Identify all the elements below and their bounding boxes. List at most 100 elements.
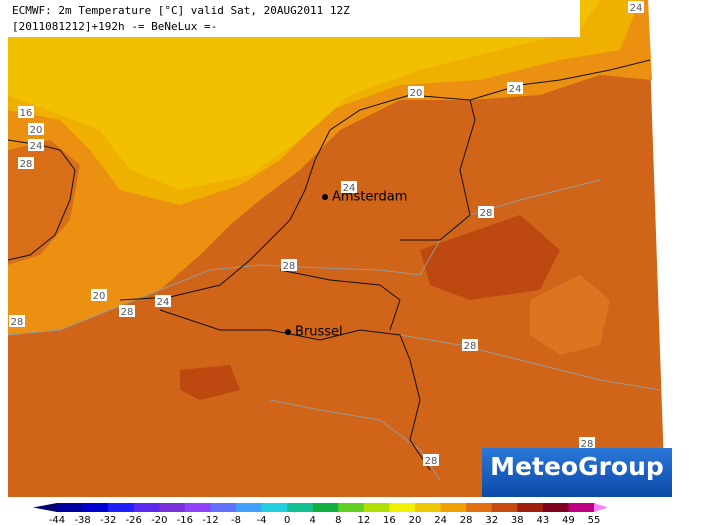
colorbar-tick-label: 8 — [335, 515, 341, 525]
city-dot — [322, 194, 328, 200]
contour-labels: 24 20 24 16 20 24 28 24 28 28 20 24 28 28 28 28 28 — [9, 1, 644, 467]
hot-blob — [180, 365, 240, 400]
colorbar-segment — [517, 503, 544, 512]
contour-label-box — [628, 1, 644, 13]
colorbar-tick-label: 24 — [434, 515, 447, 525]
colorbar-segment — [184, 503, 211, 512]
header-line: ECMWF: 2m Temperature [°C] valid Sat, 20… — [12, 4, 350, 17]
colorbar-segment — [261, 503, 288, 512]
logo: MeteoGroup — [490, 452, 664, 481]
contour-label-box — [579, 437, 595, 449]
colorbar: -44 -38 -32 -26 -20 -16 -12 -8 -4 0 4 8 12 16 20 24 28 32… — [33, 503, 608, 525]
colorbar-segment — [389, 503, 416, 512]
border — [400, 99, 476, 241]
header-line: [2011081212]+192h -= BeNeLux =- — [12, 20, 217, 33]
contour-label-box — [341, 181, 357, 193]
contour-label: 28 — [20, 159, 33, 170]
contour-label-box — [155, 295, 171, 307]
colorbar-segment — [159, 503, 186, 512]
contour-label-box — [119, 305, 135, 317]
colorbar-segment — [491, 503, 518, 512]
colorbar-segment — [210, 503, 237, 512]
colorbar-segment — [363, 503, 390, 512]
colorbar-tick-label: 12 — [357, 515, 370, 525]
colorbar-segment — [466, 503, 493, 512]
contour-label-box — [507, 82, 523, 94]
colorbar-segment — [542, 503, 569, 512]
colorbar-tick-label: -12 — [202, 515, 218, 525]
colorbar-tick-label: -26 — [126, 515, 142, 525]
contour-label-box — [9, 315, 25, 327]
colorbar-segment — [57, 503, 84, 512]
border — [279, 269, 401, 331]
colorbar-tick-label: 55 — [588, 515, 601, 525]
colorbar-tick-label: -44 — [49, 515, 65, 525]
colorbar-tick-label: 49 — [562, 515, 575, 525]
colorbar-tick-label: 43 — [536, 515, 549, 525]
map — [7, 0, 665, 497]
colorbar-tick-label: 32 — [485, 515, 498, 525]
isotherm — [399, 334, 661, 391]
colorbar-tick-label: 0 — [284, 515, 290, 525]
colorbar-segment — [133, 503, 160, 512]
colorbar-tick-label: 16 — [383, 515, 396, 525]
contour-label: 28 — [464, 341, 477, 352]
contour-label-box — [28, 139, 44, 151]
contour-label: 28 — [581, 439, 594, 450]
contour-label-box — [18, 106, 34, 118]
contour-label: 20 — [30, 125, 43, 136]
hot-blob — [420, 215, 560, 300]
contour-label: 24 — [343, 183, 356, 194]
city-name: Brussel — [295, 325, 343, 340]
uk-zone — [8, 140, 80, 265]
colorbar-segment — [108, 503, 135, 512]
cities: Amsterdam Brussel — [285, 190, 407, 340]
contour-label: 24 — [157, 297, 170, 308]
colorbar-segment — [312, 503, 339, 512]
contour-label-box — [423, 454, 439, 466]
contour-label-box — [91, 289, 107, 301]
colorbar-tick-label: -16 — [177, 515, 193, 525]
colorbar-segment — [338, 503, 365, 512]
contour-label: 20 — [410, 88, 423, 99]
colorbar-tick-label: 4 — [310, 515, 316, 525]
contour-label-box — [28, 123, 44, 135]
logo-box — [482, 448, 672, 497]
colorbar-end — [594, 503, 608, 512]
colorbar-tick-label: -8 — [231, 515, 241, 525]
colorbar-tick-label: 28 — [460, 515, 473, 525]
contour-label-box — [18, 157, 34, 169]
colorbar-tick-label: 20 — [409, 515, 422, 525]
contour-label-box — [281, 259, 297, 271]
colorbar-tick-label: 38 — [511, 515, 524, 525]
mild-core — [8, 0, 600, 190]
colorbar-segment — [82, 503, 109, 512]
colorbar-segment — [287, 503, 314, 512]
contour-label: 28 — [425, 456, 438, 467]
header-box — [8, 0, 580, 37]
cool-blob — [530, 275, 610, 355]
colorbar-segment — [415, 503, 442, 512]
colorbar-segment — [440, 503, 467, 512]
contour-label: 24 — [509, 84, 522, 95]
coastline — [119, 59, 651, 301]
contour-label: 28 — [11, 317, 24, 328]
border — [159, 309, 431, 471]
contour-label: 28 — [480, 208, 493, 219]
contour-label-box — [408, 86, 424, 98]
colorbar-tick-label: -32 — [100, 515, 116, 525]
contour-label: 28 — [121, 307, 134, 318]
contour-label-box — [462, 339, 478, 351]
contour-label: 24 — [30, 141, 43, 152]
contour-label: 24 — [630, 3, 643, 14]
colorbar-segment — [236, 503, 263, 512]
contour-label-box — [478, 206, 494, 218]
colorbar-tick-label: -4 — [257, 515, 267, 525]
colorbar-tick-label: -20 — [151, 515, 167, 525]
city-name: Amsterdam — [332, 190, 407, 205]
colorbar-tick-label: -38 — [74, 515, 90, 525]
city-dot — [285, 329, 291, 335]
colorbar-segment — [568, 503, 595, 512]
contour-label: 28 — [283, 261, 296, 272]
